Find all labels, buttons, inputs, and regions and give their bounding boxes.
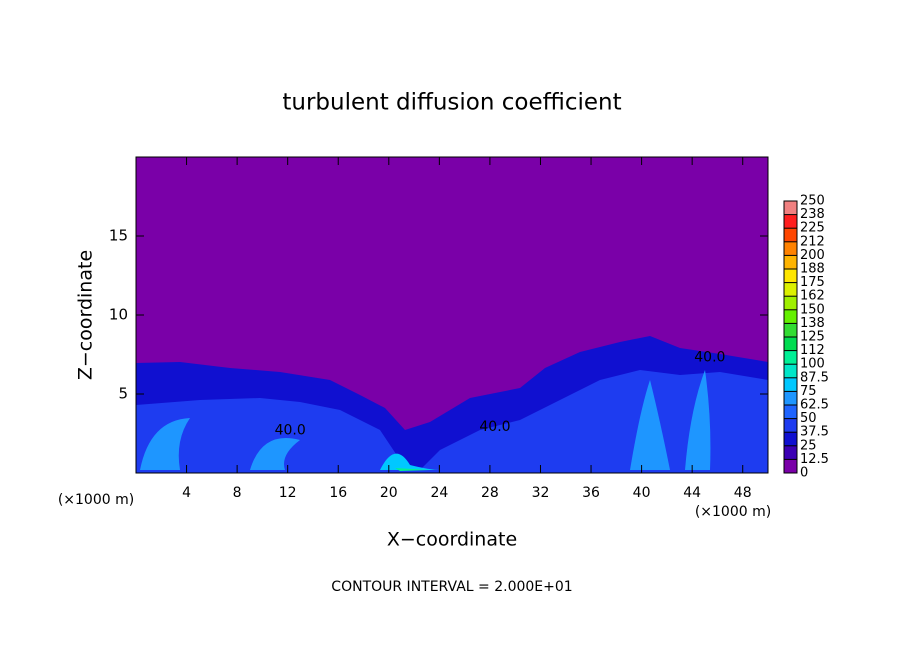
colorbar-label: 138 [800, 316, 825, 331]
x-tick-label: 48 [734, 485, 752, 501]
colorbar-label: 75 [800, 384, 817, 399]
colorbar-label: 250 [800, 194, 825, 209]
colorbar-label: 175 [800, 275, 825, 290]
colorbar-swatch [784, 201, 797, 215]
colorbar-swatch [784, 255, 797, 269]
colorbar-swatch [784, 241, 797, 256]
colorbar-label: 200 [800, 248, 825, 263]
colorbar-swatch [784, 459, 797, 473]
colorbar-swatch [784, 228, 797, 242]
colorbar-swatch [784, 309, 797, 324]
x-tick-label: 40 [633, 485, 651, 501]
colorbar-label: 50 [800, 411, 817, 426]
x-tick-label: 8 [233, 485, 242, 501]
colorbar-label: 112 [800, 343, 825, 358]
colorbar-swatch [784, 337, 797, 351]
x-tick-label: 28 [481, 485, 499, 501]
colorbar-label: 212 [800, 234, 825, 249]
x-axis-label: X−coordinate [387, 529, 517, 551]
x-tick-label: 20 [380, 485, 398, 501]
footnote: CONTOUR INTERVAL = 2.000E+01 [331, 579, 572, 595]
colorbar-swatch [784, 377, 797, 392]
colorbar-swatch [784, 269, 797, 283]
colorbar-swatch [784, 432, 797, 446]
contour-label: 40.0 [694, 350, 725, 366]
colorbar-label: 162 [800, 289, 825, 304]
x-tick-label: 32 [532, 485, 550, 501]
y-tick-label: 10 [109, 306, 128, 324]
colorbar-label: 238 [800, 207, 825, 222]
y-axis-label: Z−coordinate [75, 250, 97, 380]
colorbar-label: 225 [800, 221, 825, 236]
contour-label: 40.0 [479, 419, 510, 435]
colorbar-label: 12.5 [800, 452, 829, 467]
colorbar-swatch [784, 391, 797, 405]
x-tick-label: 44 [683, 485, 701, 501]
colorbar-label: 150 [800, 302, 825, 317]
chart-title: turbulent diffusion coefficient [282, 90, 621, 116]
colorbar-swatch [784, 282, 797, 297]
contour-label: 40.0 [275, 422, 306, 438]
contour-field [136, 157, 768, 473]
colorbar-label: 188 [800, 262, 825, 277]
colorbar-label: 62.5 [800, 398, 829, 413]
x-tick-label: 36 [582, 485, 600, 501]
colorbar-swatch [784, 323, 797, 337]
y-tick-label: 15 [109, 227, 128, 245]
x-unit: (×1000 m) [695, 504, 771, 520]
x-tick-label: 16 [329, 485, 347, 501]
colorbar-swatch [784, 350, 797, 365]
colorbar-label: 0 [800, 466, 808, 481]
x-tick-label: 12 [279, 485, 297, 501]
y-unit: (×1000 m) [58, 492, 134, 508]
colorbar-swatch [784, 445, 797, 460]
colorbar-swatch [784, 364, 797, 378]
x-tick-label: 24 [430, 485, 448, 501]
colorbar-swatch [784, 418, 797, 433]
colorbar-swatch [784, 405, 797, 419]
x-tick-label: 4 [182, 485, 191, 501]
colorbar-label: 100 [800, 357, 825, 372]
colorbar-swatch [784, 296, 797, 310]
colorbar-label: 87.5 [800, 370, 829, 385]
colorbar-label: 125 [800, 330, 825, 345]
y-tick-label: 5 [118, 385, 128, 403]
colorbar-label: 25 [800, 438, 817, 453]
colorbar-swatch [784, 214, 797, 229]
colorbar-label: 37.5 [800, 425, 829, 440]
